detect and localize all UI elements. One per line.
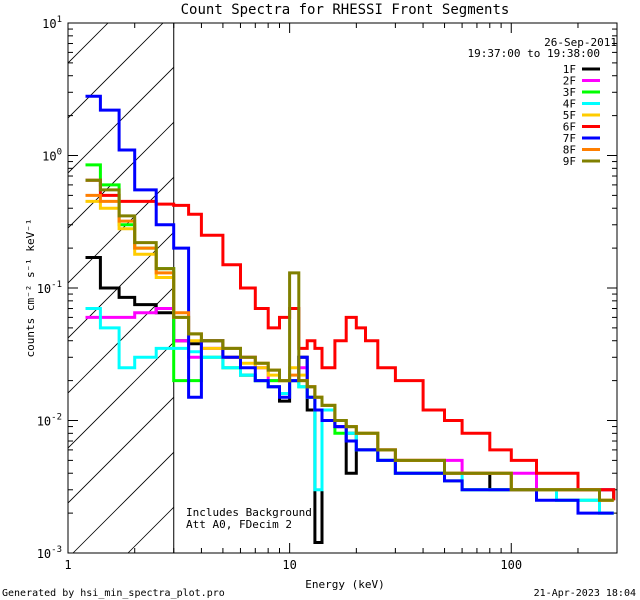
hatch-line: [68, 396, 174, 504]
hatch-line: [68, 66, 174, 174]
timestamp-footer: 21-Apr-2023 18:04: [534, 588, 636, 599]
y-axis-label: counts cm⁻² s⁻¹ keV⁻¹: [24, 218, 37, 357]
hatch-line: [68, 341, 174, 449]
attenuator-note: Att A0, FDecim 2: [186, 518, 292, 531]
legend-label-8f: 8F: [563, 144, 576, 157]
excluded-region-hatch: [68, 0, 640, 553]
hatch-line: [68, 176, 174, 284]
background-note: Includes Background: [186, 506, 312, 519]
legend-label-3f: 3F: [563, 86, 576, 99]
series-line-2f: [85, 307, 614, 492]
time-range-label: 19:37:00 to 19:38:00: [468, 47, 600, 60]
x-tick-label: 100: [500, 558, 522, 572]
y-axis-ticks: 101 100 10-1 10-2 10-3: [37, 15, 617, 561]
hatch-line: [68, 121, 174, 229]
hatch-line: [68, 23, 109, 64]
legend-label-5f: 5F: [563, 109, 576, 122]
series-line-9f: [85, 178, 614, 502]
hatch-line: [458, 0, 640, 553]
hatch-line: [513, 0, 640, 553]
date-label: 26-Sep-2011: [544, 36, 617, 49]
legend-label-6f: 6F: [563, 121, 576, 134]
hatch-line: [403, 0, 640, 553]
legend-label-7f: 7F: [563, 132, 576, 145]
y-tick-label: 10-3: [37, 545, 62, 561]
chart-title: Count Spectra for RHESSI Front Segments: [181, 2, 510, 18]
x-axis-ticks: 1 10 100: [64, 23, 618, 572]
hatch-line: [623, 0, 640, 553]
x-tick-label: 10: [282, 558, 296, 572]
series-line-7f: [85, 94, 614, 515]
hatch-line: [348, 0, 640, 553]
legend-label-4f: 4F: [563, 98, 576, 111]
hatch-line: [68, 286, 174, 394]
series-line-1f: [85, 256, 616, 544]
legend-label-2f: 2F: [563, 75, 576, 88]
x-tick-label: 1: [64, 558, 71, 572]
series-layer: [85, 94, 616, 544]
legend-label-9f: 9F: [563, 155, 576, 168]
hatch-line: [68, 231, 174, 339]
series-line-6f: [85, 178, 616, 501]
y-tick-label: 101: [42, 15, 62, 31]
y-tick-label: 10-1: [37, 280, 62, 296]
legend-label-1f: 1F: [563, 63, 576, 76]
plot-area: [67, 0, 640, 554]
generated-by-footer: Generated by hsi_min_spectra_plot.pro: [2, 588, 225, 599]
x-axis-label: Energy (keV): [305, 578, 384, 591]
y-tick-label: 10-2: [37, 413, 62, 429]
series-line-4f: [85, 307, 614, 515]
hatch-line: [568, 0, 640, 553]
y-tick-label: 100: [42, 148, 62, 164]
